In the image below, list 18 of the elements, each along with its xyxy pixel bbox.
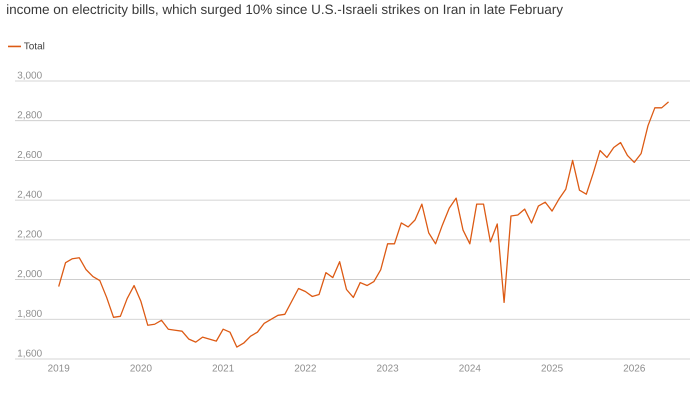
y-tick-label: 2,000 xyxy=(18,270,42,278)
y-tick-label: 3,000 xyxy=(18,72,42,80)
x-tick-label: 2025 xyxy=(541,364,563,372)
x-tick-label: 2023 xyxy=(377,364,398,372)
chart-subtitle: income on electricity bills, which surged 10% since U.S.-Israeli strikes on Iran in late February xyxy=(7,4,563,17)
x-tick-label: 2021 xyxy=(212,364,234,372)
y-tick-label: 2,400 xyxy=(18,190,42,199)
x-tick-label: 2019 xyxy=(48,364,70,372)
x-tick-label: 2026 xyxy=(624,364,645,372)
x-tick-label: 2024 xyxy=(459,364,481,372)
y-tick-label: 2,800 xyxy=(18,111,42,120)
y-tick-label: 2,200 xyxy=(18,230,42,239)
y-tick-label: 1,800 xyxy=(18,310,42,318)
x-tick-label: 2020 xyxy=(130,364,152,372)
y-tick-label: 1,600 xyxy=(18,350,42,358)
x-tick-label: 2022 xyxy=(294,364,316,372)
legend-label: Total xyxy=(24,42,44,50)
y-tick-label: 2,600 xyxy=(18,151,42,160)
